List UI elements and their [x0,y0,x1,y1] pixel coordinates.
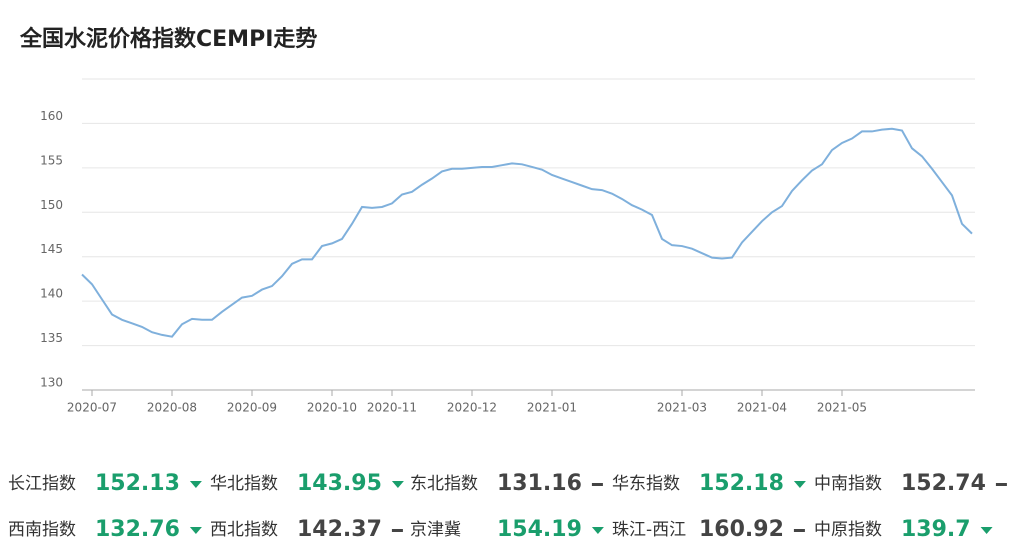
index-value: 142.37 [297,517,382,542]
x-tick-label: 2020-07 [67,401,117,415]
y-tick-label: 130 [40,376,63,390]
line-series [81,127,973,338]
index-value: 139.7 [901,517,971,542]
index-value: 154.19 [497,517,582,542]
y-tick-label: 155 [40,153,63,167]
trend-down [391,481,404,488]
index-name: 中原指数 [814,520,882,540]
index-value: 152.74 [901,471,986,496]
index-name: 长江指数 [8,474,76,494]
index-name: 中南指数 [814,474,882,494]
index-name: 华东指数 [612,474,680,494]
x-tick-label: 2020-09 [227,401,277,415]
x-tick-label: 2021-05 [817,401,867,415]
trend-flat [793,529,805,532]
index-value: 152.18 [699,471,784,496]
chart-title: 全国水泥价格指数CEMPI走势 [19,26,317,52]
trend-flat [591,483,603,486]
y-tick-label: 140 [40,287,63,301]
index-name: 东北指数 [410,474,478,494]
trend-down [189,527,202,534]
trend-down [189,481,202,488]
index-value: 143.95 [297,471,382,496]
index-name: 华北指数 [210,474,278,494]
y-tick-label: 160 [40,109,63,123]
x-tick-label: 2021-03 [657,401,707,415]
index-value: 152.13 [95,471,180,496]
index-value: 131.16 [497,471,582,496]
y-tick-label: 150 [40,198,63,212]
x-tick-label: 2020-12 [447,401,497,415]
trend-flat [391,529,403,532]
index-name: 珠江-西江 [612,520,686,540]
trend-flat [995,483,1007,486]
index-value: 132.76 [95,517,180,542]
x-tick-label: 2020-11 [367,401,417,415]
y-tick-label: 145 [40,242,63,256]
index-name: 京津冀 [410,520,461,540]
index-name: 西南指数 [8,520,76,540]
index-name: 西北指数 [210,520,278,540]
trend-down [980,527,993,534]
index-value: 160.92 [699,517,784,542]
trend-down [591,527,604,534]
x-tick-label: 2020-10 [307,401,357,415]
x-tick-label: 2021-01 [527,401,577,415]
x-tick-label: 2021-04 [737,401,787,415]
y-tick-label: 135 [40,331,63,345]
x-tick-label: 2020-08 [147,401,197,415]
trend-down [793,481,806,488]
